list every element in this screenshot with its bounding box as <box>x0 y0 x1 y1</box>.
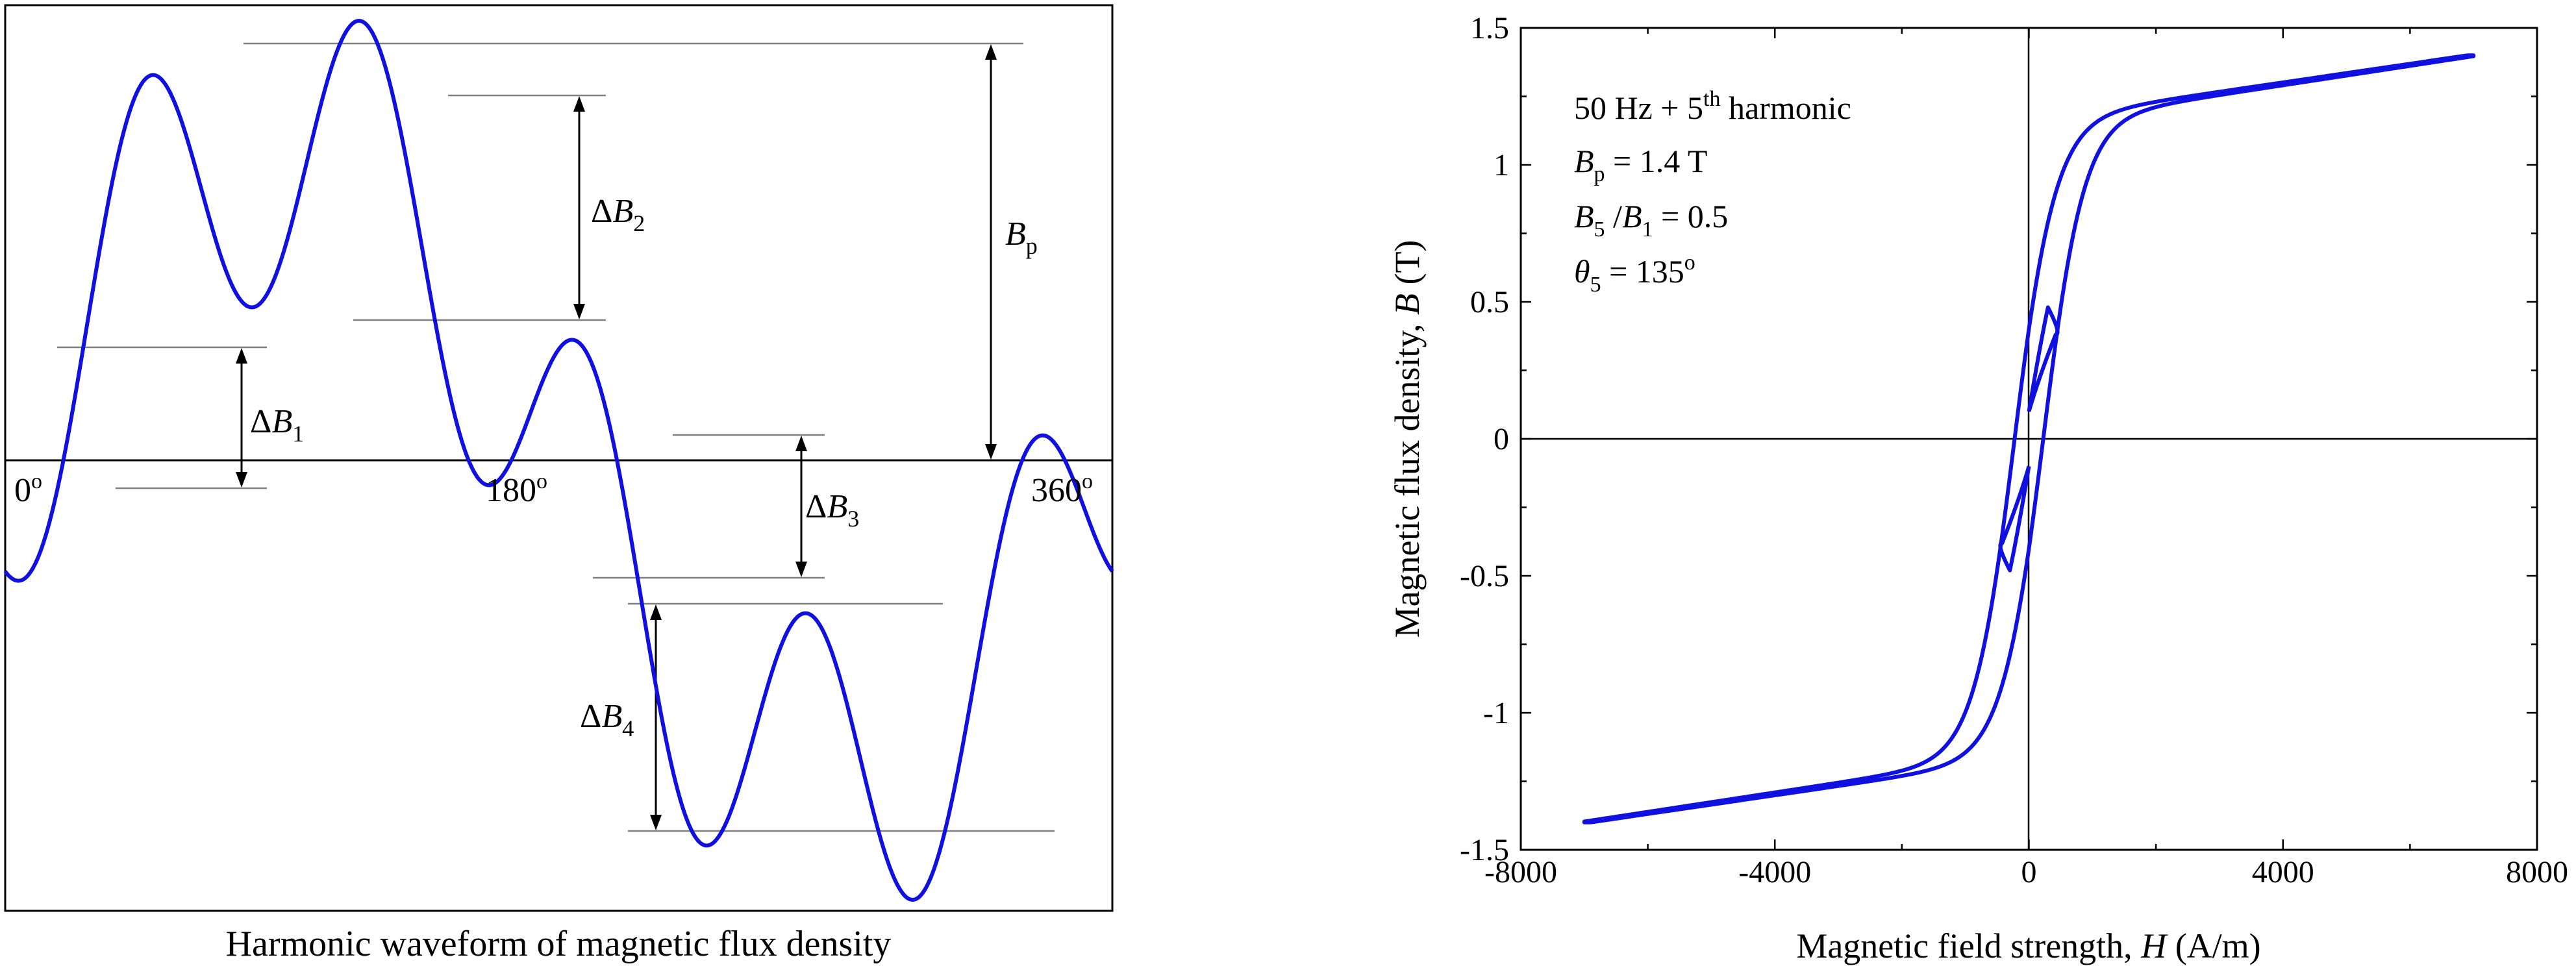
bh-panel: -8000 -4000 0 4000 8000 -1.5 -1 -0.5 0 0.5 1 1.5 50… <box>1388 11 2568 965</box>
bh-minor-loop-positive <box>2027 305 2060 412</box>
y-tick-label: 0.5 <box>1470 285 1509 319</box>
annotation-phase: θ5 = 135o <box>1574 251 1695 297</box>
arrow-db4-head-up <box>650 604 662 620</box>
bh-tick-labels: -8000 -4000 0 4000 8000 -1.5 -1 -0.5 0 0.5 1 1.5 <box>1460 11 2568 889</box>
arrow-db4-head-down <box>650 815 662 830</box>
label-db1: ΔB1 <box>250 403 304 447</box>
y-tick-label: -1 <box>1483 696 1509 730</box>
x-tick-label: 4000 <box>2252 855 2314 889</box>
label-0deg: 0o <box>14 469 42 509</box>
label-db3: ΔB3 <box>805 488 859 532</box>
label-360deg: 360o <box>1031 469 1093 509</box>
annotation-bp: Bp = 1.4 T <box>1574 143 1707 186</box>
waveform-panel: 0o 180o 360o ΔB1 ΔB2 ΔB3 ΔB4 Bp Harmonic… <box>3 4 1114 964</box>
waveform-frame <box>4 4 1114 912</box>
x-tick-label: -8000 <box>1484 855 1557 889</box>
x-tick-label: 0 <box>2021 855 2037 889</box>
y-tick-label: -1.5 <box>1460 833 1509 867</box>
guide-lines <box>57 42 1055 832</box>
annotation-ratio: B5 /B1 = 0.5 <box>1574 198 1728 242</box>
label-180deg: 180o <box>486 469 547 509</box>
bh-major-loop <box>1582 53 2476 824</box>
arrow-db1-head-up <box>236 348 247 364</box>
waveform-caption: Harmonic waveform of magnetic flux densi… <box>226 924 892 964</box>
arrow-db1-head-down <box>236 472 247 488</box>
y-tick-label: 1 <box>1494 148 1509 182</box>
y-tick-label: 1.5 <box>1470 11 1509 45</box>
annotation-harmonic: 50 Hz + 5th harmonic <box>1574 87 1851 126</box>
arrow-db2-head-down <box>573 304 585 319</box>
bh-ticks <box>1519 27 2538 851</box>
arrow-bp-head-down <box>985 444 997 460</box>
waveform-labels: 0o 180o 360o ΔB1 ΔB2 ΔB3 ΔB4 Bp <box>14 193 1093 741</box>
bh-y-axis-label: Magnetic flux density, B (T) <box>1388 240 1427 638</box>
y-tick-label: 0 <box>1494 422 1509 456</box>
y-tick-label: -0.5 <box>1460 559 1509 593</box>
dimension-arrows <box>236 44 997 830</box>
x-tick-label: -4000 <box>1738 855 1811 889</box>
x-tick-label: 8000 <box>2506 855 2568 889</box>
waveform-curve <box>3 19 1114 902</box>
bh-annotations: 50 Hz + 5th harmonic Bp = 1.4 T B5 /B1 =… <box>1574 87 1851 297</box>
label-db2: ΔB2 <box>591 193 645 236</box>
arrow-bp-head-up <box>985 44 997 60</box>
label-bp: Bp <box>1005 216 1038 259</box>
arrow-db3-head-down <box>795 562 807 577</box>
bh-minor-loop-negative <box>1998 465 2031 573</box>
arrow-db3-head-up <box>795 436 807 451</box>
arrow-db2-head-up <box>573 96 585 112</box>
label-db4: ΔB4 <box>580 698 634 741</box>
bh-x-axis-label: Magnetic field strength, H (A/m) <box>1796 926 2260 965</box>
